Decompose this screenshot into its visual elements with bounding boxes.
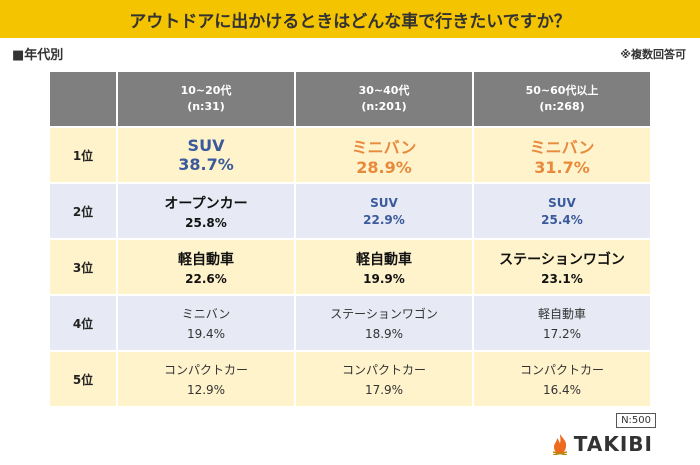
table-cell: SUV 25.4% (474, 184, 652, 240)
table-cell: 軽自動車 22.6% (118, 240, 296, 296)
brand-logo: TAKIBI (550, 432, 653, 456)
table-cell: ミニバン 19.4% (118, 296, 296, 352)
header-col-1: 10~20代 (n:31) (118, 72, 296, 128)
table-cell: ステーションワゴン 18.9% (296, 296, 474, 352)
flame-icon (552, 434, 567, 455)
sample-size-box: N:500 (616, 413, 656, 428)
cell-pct: 18.9% (364, 327, 404, 341)
cell-pct: 38.7% (178, 155, 234, 174)
cell-name: ステーションワゴン (499, 251, 625, 268)
table-cell: コンパクトカー 12.9% (118, 352, 296, 408)
table-cell: 軽自動車 17.2% (474, 296, 652, 352)
table-row: 5位 コンパクトカー 12.9% コンパクトカー 17.9% コンパクトカー 1… (50, 352, 652, 408)
cell-name: SUV (548, 195, 576, 210)
table-row: 1位 SUV 38.7% ミニバン 28.9% ミニバン 31.7% (50, 128, 652, 184)
cell-name: ミニバン (529, 137, 595, 157)
header-col-3: 50~60代以上 (n:268) (474, 72, 652, 128)
cell-name: ミニバン (351, 137, 417, 157)
header-corner (50, 72, 118, 128)
cell-name: 軽自動車 (537, 307, 586, 321)
cell-pct: 19.4% (186, 327, 226, 341)
table-cell: SUV 22.9% (296, 184, 474, 240)
table-cell: 軽自動車 19.9% (296, 240, 474, 296)
cell-pct: 31.7% (534, 157, 590, 177)
cell-pct: 12.9% (186, 383, 226, 397)
rank-label: 1位 (50, 128, 118, 184)
table-row: 3位 軽自動車 22.6% 軽自動車 19.9% ステーションワゴン 23.1% (50, 240, 652, 296)
cell-name: ステーションワゴン (330, 307, 438, 321)
cell-name: ミニバン (181, 307, 231, 321)
brand-name: TAKIBI (573, 432, 653, 456)
cell-pct: 17.2% (542, 327, 582, 341)
cell-name: SUV (187, 136, 225, 155)
note-label: ※複数回答可 (620, 48, 686, 61)
col-label: 50~60代以上 (525, 84, 599, 97)
cell-pct: 17.9% (364, 383, 404, 397)
cell-name: コンパクトカー (163, 363, 248, 377)
table-row: 4位 ミニバン 19.4% ステーションワゴン 18.9% 軽自動車 17.2% (50, 296, 652, 352)
rank-label: 5位 (50, 352, 118, 408)
rank-label: 3位 (50, 240, 118, 296)
table-cell: ステーションワゴン 23.1% (474, 240, 652, 296)
table-cell: SUV 38.7% (118, 128, 296, 184)
cell-pct: 16.4% (542, 383, 582, 397)
header-col-2: 30~40代 (n:201) (296, 72, 474, 128)
cell-pct: 28.9% (356, 157, 412, 177)
cell-pct: 23.1% (541, 271, 583, 286)
section-label: ■年代別 (12, 48, 64, 63)
table-cell: コンパクトカー 16.4% (474, 352, 652, 408)
cell-pct: 25.4% (541, 212, 583, 227)
cell-name: 軽自動車 (178, 251, 234, 268)
cell-pct: 22.6% (185, 271, 227, 286)
cell-name: SUV (370, 195, 398, 210)
cell-name: コンパクトカー (519, 363, 604, 377)
table-cell: ミニバン 28.9% (296, 128, 474, 184)
cell-name: オープンカー (164, 195, 248, 212)
cell-pct: 25.8% (185, 215, 227, 230)
table-cell: コンパクトカー 17.9% (296, 352, 474, 408)
table-header-row: 10~20代 (n:31) 30~40代 (n:201) 50~60代以上 (n… (50, 72, 652, 128)
cell-name: コンパクトカー (341, 363, 426, 377)
cell-name: 軽自動車 (356, 251, 412, 268)
col-label: 10~20代 (180, 84, 232, 97)
page-title: アウトドアに出かけるときはどんな車で行きたいですか？ (129, 11, 571, 32)
cell-pct: 19.9% (363, 271, 405, 286)
col-n: (n:201) (361, 100, 407, 113)
col-n: (n:31) (187, 100, 225, 113)
table-cell: ミニバン 31.7% (474, 128, 652, 184)
title-bar: アウトドアに出かけるときはどんな車で行きたいですか？ (0, 0, 700, 38)
table-row: 2位 オープンカー 25.8% SUV 22.9% SUV 25.4% (50, 184, 652, 240)
rank-label: 2位 (50, 184, 118, 240)
cell-pct: 22.9% (363, 212, 405, 227)
rank-label: 4位 (50, 296, 118, 352)
col-n: (n:268) (539, 100, 585, 113)
ranking-table: 10~20代 (n:31) 30~40代 (n:201) 50~60代以上 (n… (50, 72, 652, 408)
table-cell: オープンカー 25.8% (118, 184, 296, 240)
col-label: 30~40代 (358, 84, 410, 97)
